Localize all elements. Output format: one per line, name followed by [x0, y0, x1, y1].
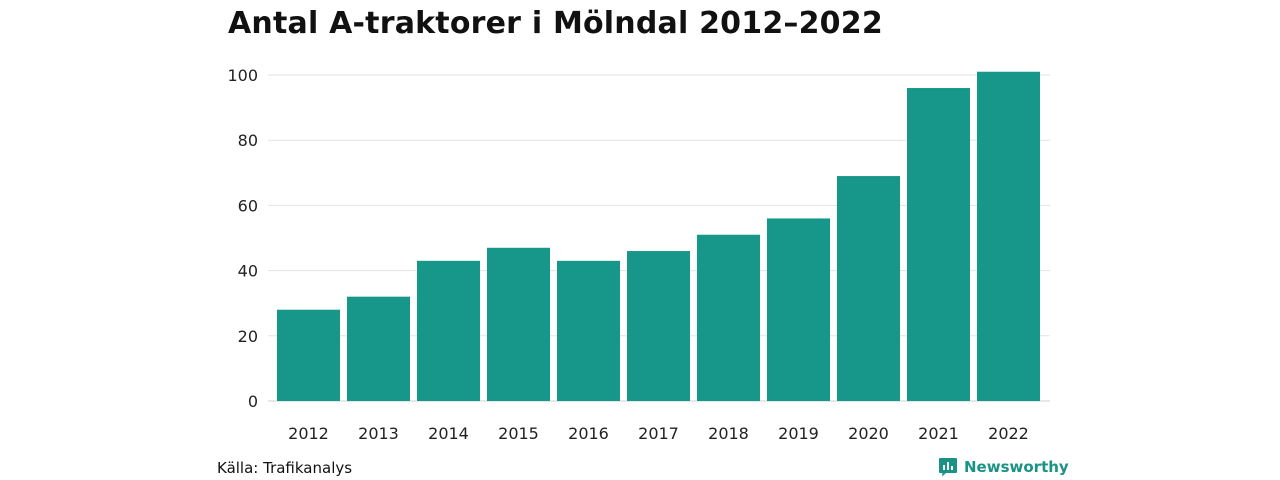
bar-2015 — [487, 247, 550, 401]
bars — [277, 71, 1040, 402]
y-tick-label: 0 — [248, 392, 258, 411]
bar-2016 — [557, 260, 620, 401]
y-tick-label: 60 — [238, 196, 258, 215]
bar-2021 — [907, 88, 970, 401]
x-tick-label: 2015 — [498, 424, 539, 443]
x-tick-label: 2014 — [428, 424, 469, 443]
chart-title: Antal A-traktorer i Mölndal 2012–2022 — [228, 6, 883, 41]
bar-2014 — [417, 260, 480, 401]
x-tick-label: 2013 — [358, 424, 399, 443]
bar-2013 — [347, 296, 410, 401]
x-axis-ticks: 2012 2013 2014 2015 2016 2017 2018 2019 2020 2021… — [288, 424, 1029, 443]
newsworthy-logo-icon — [939, 458, 957, 477]
x-tick-label: 2017 — [638, 424, 679, 443]
bar-2022 — [977, 71, 1040, 402]
x-tick-label: 2021 — [918, 424, 959, 443]
bar-2020 — [837, 176, 900, 401]
x-tick-label: 2022 — [988, 424, 1029, 443]
bar-2012 — [277, 309, 340, 401]
x-tick-label: 2020 — [848, 424, 889, 443]
bar-2017 — [627, 251, 690, 401]
x-tick-label: 2018 — [708, 424, 749, 443]
y-tick-label: 20 — [238, 327, 258, 346]
x-tick-label: 2016 — [568, 424, 609, 443]
x-tick-label: 2012 — [288, 424, 329, 443]
y-axis-ticks: 0 20 40 60 80 100 — [227, 66, 258, 411]
newsworthy-logo: Newsworthy — [938, 456, 1069, 478]
y-tick-label: 100 — [227, 66, 258, 85]
bar-2018 — [697, 234, 760, 401]
y-tick-label: 40 — [238, 262, 258, 281]
y-tick-label: 80 — [238, 131, 258, 150]
newsworthy-logo-text: Newsworthy — [964, 458, 1069, 476]
bar-2019 — [767, 218, 830, 401]
source-note: Källa: Trafikanalys — [217, 459, 353, 477]
x-tick-label: 2019 — [778, 424, 819, 443]
